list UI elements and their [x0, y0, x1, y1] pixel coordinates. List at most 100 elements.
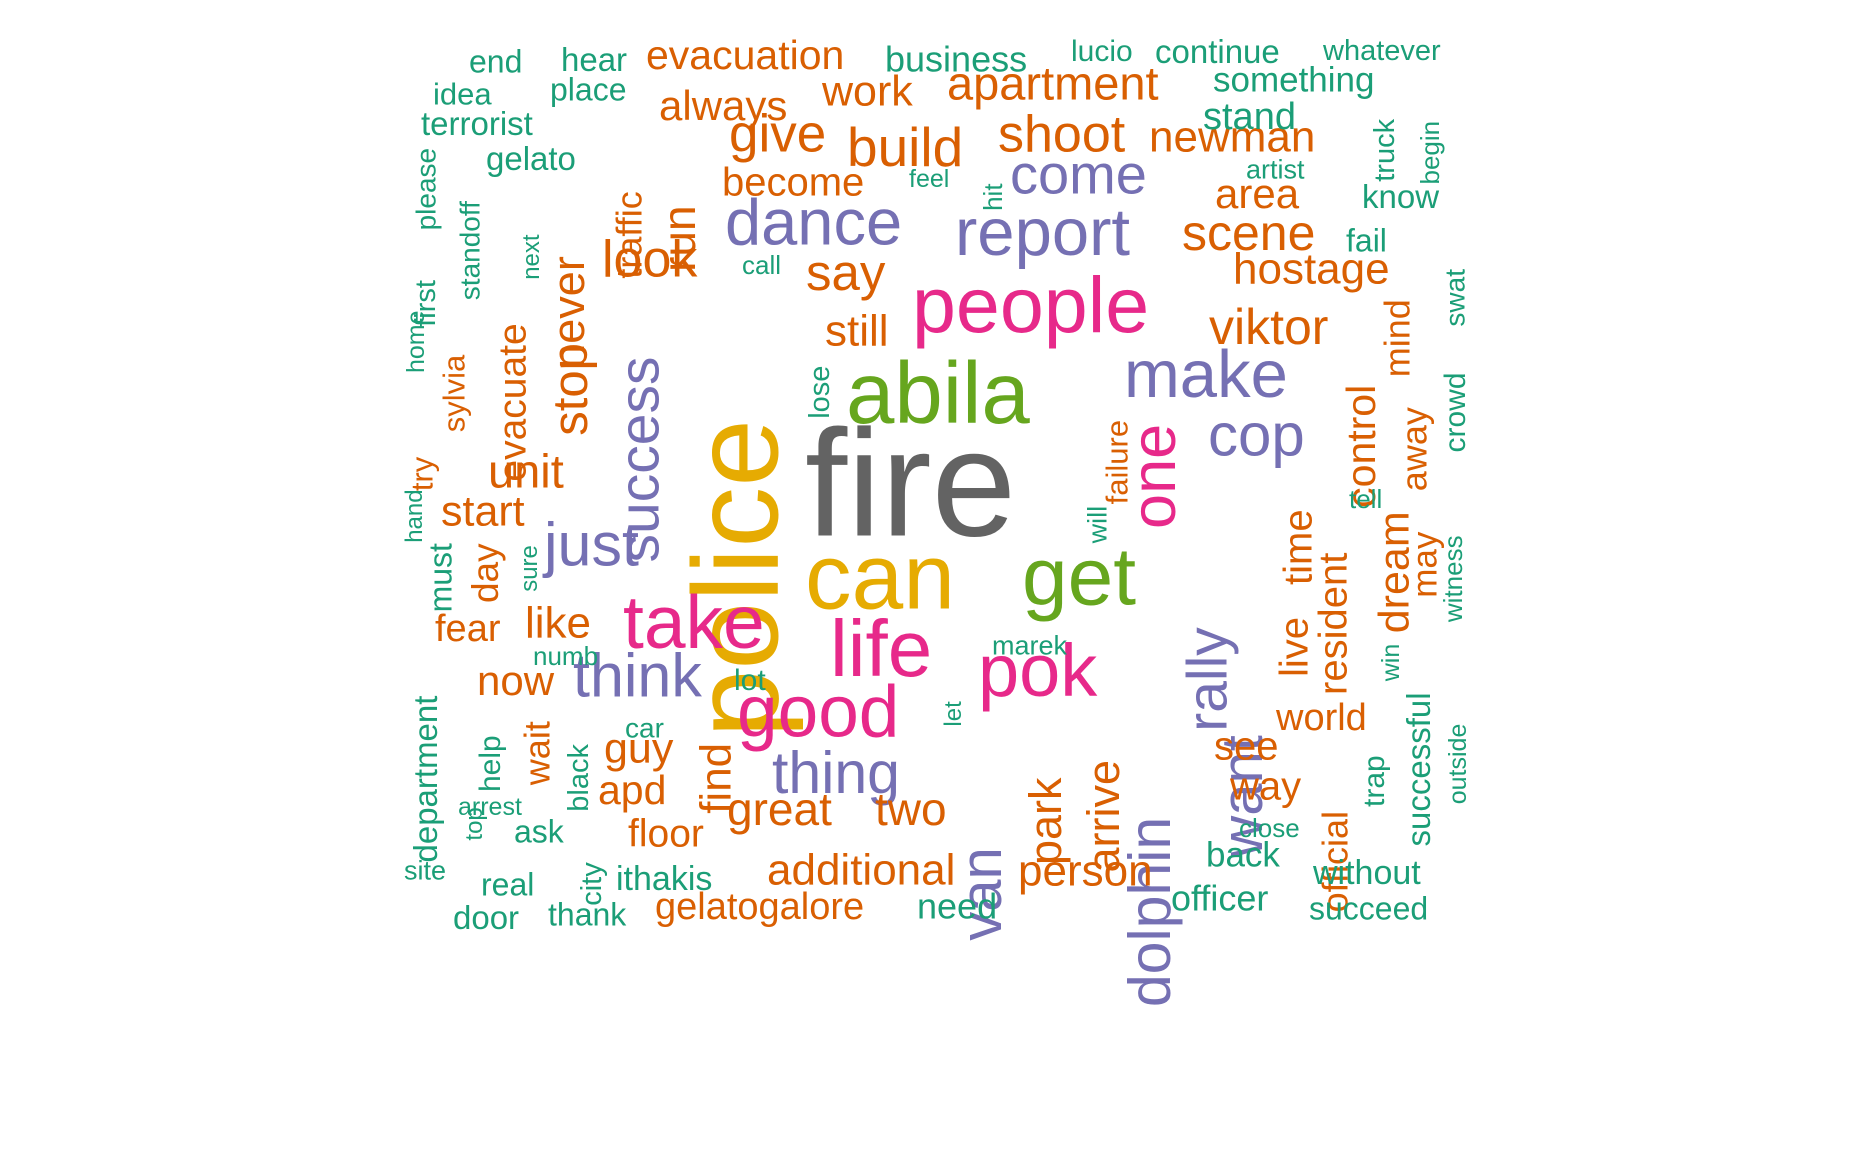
word-something: something: [1213, 61, 1374, 100]
word-know: know: [1362, 178, 1439, 215]
word-take: take: [623, 580, 765, 664]
word-city: city: [576, 862, 608, 906]
word-want: want: [1210, 735, 1275, 859]
word-hostage: hostage: [1233, 244, 1390, 293]
word-still: still: [825, 306, 889, 355]
word-day: day: [465, 543, 506, 603]
word-viktor: viktor: [1209, 299, 1328, 355]
word-whatever: whatever: [1322, 35, 1441, 67]
word-run: run: [653, 205, 705, 271]
word-help: help: [474, 735, 507, 792]
word-department: department: [407, 696, 444, 863]
word-lot: lot: [734, 664, 766, 697]
word-succeed: succeed: [1309, 890, 1428, 926]
word-pok: pok: [978, 629, 1098, 712]
word-real: real: [481, 866, 534, 902]
word-must: must: [422, 543, 458, 612]
word-hit: hit: [978, 183, 1008, 211]
word-unit: unit: [488, 445, 564, 498]
word-always: always: [659, 82, 787, 129]
word-car: car: [625, 712, 664, 743]
word-time: time: [1276, 509, 1320, 585]
word-two: two: [875, 783, 947, 835]
word-cop: cop: [1208, 402, 1305, 469]
word-good: good: [737, 671, 899, 752]
word-just: just: [542, 510, 639, 578]
word-thing: thing: [772, 740, 900, 806]
word-door: door: [453, 899, 519, 936]
word-hear: hear: [561, 41, 627, 78]
word-trap: trap: [1358, 755, 1391, 807]
word-begin: begin: [1415, 121, 1445, 185]
word-continue: continue: [1155, 33, 1280, 70]
word-stand: stand: [1203, 96, 1296, 138]
word-away: away: [1393, 407, 1434, 491]
word-fail: fail: [1346, 222, 1387, 258]
word-get: get: [1022, 531, 1136, 622]
word-successful: successful: [1400, 692, 1437, 846]
word-sure: sure: [516, 545, 543, 592]
word-need: need: [917, 885, 997, 926]
word-van: van: [949, 847, 1014, 941]
word-way: way: [1229, 764, 1301, 808]
word-let: let: [940, 701, 967, 727]
word-area: area: [1215, 170, 1300, 217]
word-think: think: [573, 641, 702, 709]
word-site: site: [404, 856, 446, 886]
word-park: park: [1020, 777, 1071, 865]
word-wait: wait: [516, 721, 557, 786]
word-official: official: [1314, 811, 1355, 912]
word-resident: resident: [1311, 553, 1355, 695]
word-black: black: [563, 744, 595, 812]
word-like: like: [525, 598, 591, 647]
word-report: report: [955, 195, 1130, 270]
word-great: great: [727, 783, 832, 835]
word-success: success: [607, 357, 671, 563]
word-standoff: standoff: [454, 201, 485, 300]
word-apd: apd: [598, 767, 666, 813]
word-sylvia: sylvia: [437, 354, 472, 432]
word-arrest: arrest: [458, 793, 522, 821]
word-crowd: crowd: [1439, 372, 1472, 452]
word-people: people: [912, 260, 1149, 349]
word-lucio: lucio: [1071, 35, 1133, 68]
word-close: close: [1239, 813, 1300, 843]
word-rally: rally: [1175, 627, 1239, 732]
word-terrorist: terrorist: [421, 105, 533, 142]
word-one: one: [1119, 424, 1189, 529]
word-mind: mind: [1376, 299, 1417, 377]
word-feel: feel: [909, 165, 949, 193]
word-numb: numb: [533, 641, 598, 671]
word-arrive: arrive: [1078, 760, 1129, 873]
word-fire: fire: [805, 399, 1016, 569]
word-thank: thank: [548, 896, 627, 932]
word-evacuation: evacuation: [646, 32, 844, 78]
word-dance: dance: [725, 185, 902, 258]
word-truck: truck: [1369, 118, 1401, 181]
word-witness: witness: [1438, 535, 1468, 623]
word-end: end: [469, 43, 522, 79]
word-failure: failure: [1100, 420, 1135, 504]
word-live: live: [1272, 617, 1316, 677]
word-see: see: [1214, 724, 1279, 768]
word-make: make: [1124, 337, 1288, 412]
word-swat: swat: [1439, 269, 1470, 327]
word-evacuate: evacuate: [492, 323, 535, 481]
word-newman: newman: [1149, 112, 1315, 161]
word-abila: abila: [846, 345, 1030, 442]
word-apartment: apartment: [947, 57, 1159, 110]
word-will: will: [1083, 506, 1113, 545]
word-back: back: [1206, 836, 1280, 875]
word-world: world: [1275, 697, 1367, 739]
word-work: work: [821, 68, 913, 116]
word-gelato: gelato: [486, 140, 576, 177]
word-floor: floor: [628, 813, 704, 856]
word-place: place: [550, 71, 627, 107]
word-guy: guy: [604, 725, 674, 773]
word-lose: lose: [804, 366, 836, 419]
word-try: try: [405, 456, 440, 491]
word-never: never: [543, 256, 594, 369]
word-person: person: [1018, 846, 1153, 895]
word-build: build: [847, 116, 963, 178]
